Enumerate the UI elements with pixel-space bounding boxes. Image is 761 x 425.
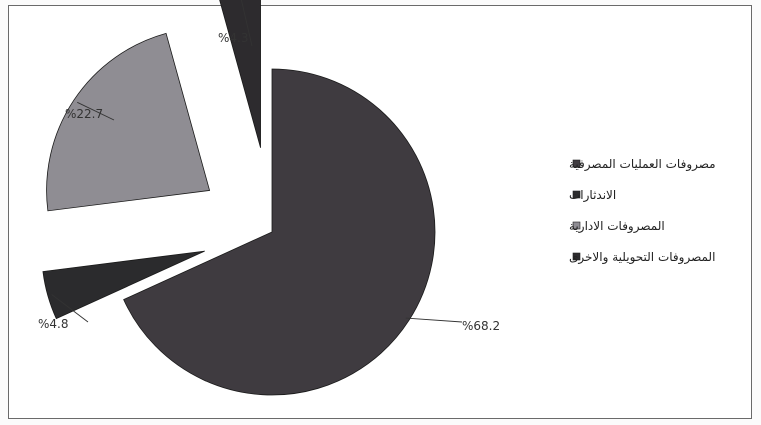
leader-line (405, 317, 463, 323)
legend-swatch (572, 190, 581, 199)
pie-slice (46, 32, 211, 212)
slice-percent-label: %22.7 (65, 107, 103, 121)
leader-line (77, 101, 115, 121)
legend-label: المصروفات الادارية (569, 219, 665, 234)
legend-label: المصروفات التحويلية والاخرى (569, 250, 715, 265)
pie-slice (123, 68, 436, 396)
legend-swatch (572, 159, 581, 168)
legend-swatch (572, 252, 581, 261)
legend-swatch (572, 221, 581, 230)
legend-label: مصروفات العمليات المصرفية (569, 157, 716, 172)
pie-slice (42, 250, 205, 320)
legend-label: الاندثارات (569, 188, 616, 203)
pie-slice (219, 0, 261, 148)
leader-line (240, 0, 253, 47)
slice-percent-label: %68.2 (462, 319, 500, 333)
leader-line (51, 294, 89, 323)
slice-percent-label: %4.8 (38, 317, 69, 331)
slice-percent-label: %4.3 (218, 31, 249, 45)
